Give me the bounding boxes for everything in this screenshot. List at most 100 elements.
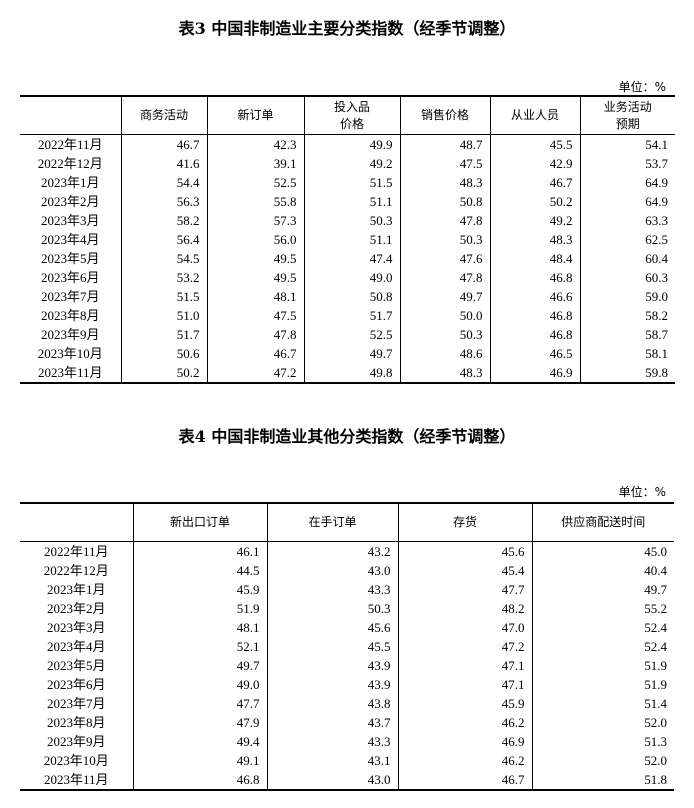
table-cell: 51.3 xyxy=(531,732,674,751)
table-cell: 46.6 xyxy=(489,287,580,306)
table-cell: 51.9 xyxy=(531,656,674,675)
table-cell: 47.8 xyxy=(399,268,490,287)
row-label: 2023年8月 xyxy=(40,308,100,323)
table-cell: 46.5 xyxy=(489,344,580,363)
table-cell: 43.9 xyxy=(266,656,398,675)
row-label: 2023年6月 xyxy=(40,270,100,285)
column-header: 销售价格 xyxy=(399,95,490,135)
table-cell: 45.6 xyxy=(266,618,398,637)
table-cell: 53.2 xyxy=(120,268,207,287)
table-cell: 41.6 xyxy=(120,154,207,173)
table-cell: 54.4 xyxy=(120,173,207,192)
table-cell: 47.7 xyxy=(132,694,267,713)
column-header xyxy=(20,95,121,135)
table-cell: 48.3 xyxy=(399,173,490,192)
table-cell: 50.0 xyxy=(399,306,490,325)
row-label: 2022年11月 xyxy=(43,544,109,559)
table-cell: 48.7 xyxy=(399,134,490,154)
row-label: 2023年1月 xyxy=(40,175,100,190)
table-cell: 47.1 xyxy=(397,675,532,694)
table-cell: 49.0 xyxy=(303,268,400,287)
table-cell: 45.0 xyxy=(531,541,674,561)
table4-header-row: 新出口订单 在手订单 存货 供应商配送时间 xyxy=(20,502,674,542)
column-header: 新订单 xyxy=(206,95,304,135)
table-row: 2023年1月 54.4 52.5 51.5 48.3 46.7 64.9 xyxy=(20,173,675,192)
table-cell: 48.4 xyxy=(489,249,580,268)
table-cell: 59.8 xyxy=(579,363,675,384)
table-cell: 64.9 xyxy=(579,192,675,211)
row-label: 2023年11月 xyxy=(20,770,133,791)
table-cell: 55.2 xyxy=(531,599,674,618)
table-cell: 51.4 xyxy=(531,694,674,713)
table4-title: 表4 中国非制造业其他分类指数（经季节调整） xyxy=(178,427,516,446)
table-cell: 46.2 xyxy=(397,751,532,770)
table-cell: 51.8 xyxy=(531,770,674,791)
table-cell: 49.5 xyxy=(206,268,304,287)
table-cell: 49.5 xyxy=(206,249,304,268)
table-cell: 47.5 xyxy=(206,306,304,325)
table-row: 2023年1月 45.9 43.3 47.7 49.7 xyxy=(20,580,674,599)
row-label: 2022年12月 xyxy=(43,563,109,578)
table-cell: 60.4 xyxy=(579,249,675,268)
table-cell: 51.9 xyxy=(132,599,267,618)
row-label: 2023年5月 xyxy=(46,658,106,673)
row-label: 2023年4月 xyxy=(40,232,100,247)
table-cell: 56.3 xyxy=(120,192,207,211)
table3-title: 表3 中国非制造业主要分类指数（经季节调整） xyxy=(178,19,516,38)
table3-header-row: 商务活动 新订单 投入品 价格 销售价格 从业人员 业务活动 预期 xyxy=(20,95,675,135)
row-label: 2023年7月 xyxy=(46,696,106,711)
table-cell: 50.3 xyxy=(303,211,400,230)
table-cell: 58.7 xyxy=(579,325,675,344)
table-cell: 63.3 xyxy=(579,211,675,230)
table-cell: 45.9 xyxy=(397,694,532,713)
table-cell: 40.4 xyxy=(531,561,674,580)
table-cell: 52.5 xyxy=(303,325,400,344)
table-row: 2023年10月 49.1 43.1 46.2 52.0 xyxy=(20,751,674,770)
row-label: 2023年10月 xyxy=(43,753,109,768)
column-header xyxy=(20,502,133,542)
table-cell: 49.9 xyxy=(303,134,400,154)
table-cell: 49.1 xyxy=(132,751,267,770)
table-cell: 48.6 xyxy=(399,344,490,363)
row-label: 2023年4月 xyxy=(46,639,106,654)
row-label: 2023年10月 xyxy=(37,346,103,361)
table-cell: 47.0 xyxy=(397,618,532,637)
table-cell: 46.9 xyxy=(489,363,580,384)
table-cell: 46.9 xyxy=(397,732,532,751)
table-cell: 49.7 xyxy=(303,344,400,363)
table-cell: 47.1 xyxy=(397,656,532,675)
table-cell: 42.9 xyxy=(489,154,580,173)
table-cell: 51.7 xyxy=(120,325,207,344)
table-cell: 48.3 xyxy=(399,363,490,384)
table3-unit: 单位：% xyxy=(618,80,666,94)
row-label: 2023年6月 xyxy=(46,677,106,692)
table-cell: 54.5 xyxy=(120,249,207,268)
table-cell: 54.1 xyxy=(579,134,675,154)
table-cell: 48.1 xyxy=(132,618,267,637)
table-cell: 46.8 xyxy=(132,770,267,791)
table-row: 2023年11月 50.2 47.2 49.8 48.3 46.9 59.8 xyxy=(20,363,675,384)
column-header: 供应商配送时间 xyxy=(531,502,674,542)
table-cell: 51.1 xyxy=(303,192,400,211)
column-header: 业务活动 预期 xyxy=(579,95,675,135)
table-cell: 57.3 xyxy=(206,211,304,230)
row-label: 2022年12月 xyxy=(37,156,103,171)
table-cell: 46.8 xyxy=(489,325,580,344)
table-cell: 45.5 xyxy=(489,134,580,154)
table-cell: 49.7 xyxy=(531,580,674,599)
table-cell: 51.9 xyxy=(531,675,674,694)
table-cell: 51.7 xyxy=(303,306,400,325)
row-label: 2023年2月 xyxy=(40,194,100,209)
table-cell: 53.7 xyxy=(579,154,675,173)
row-label: 2023年3月 xyxy=(40,213,100,228)
table-cell: 50.8 xyxy=(399,192,490,211)
table-cell: 43.3 xyxy=(266,580,398,599)
table-row: 2023年5月 49.7 43.9 47.1 51.9 xyxy=(20,656,674,675)
row-label: 2022年11月 xyxy=(37,137,103,152)
table-cell: 58.1 xyxy=(579,344,675,363)
table-row: 2023年8月 47.9 43.7 46.2 52.0 xyxy=(20,713,674,732)
table-row: 2022年12月 44.5 43.0 45.4 40.4 xyxy=(20,561,674,580)
table-row: 2023年3月 48.1 45.6 47.0 52.4 xyxy=(20,618,674,637)
table-cell: 46.8 xyxy=(489,306,580,325)
table-cell: 52.5 xyxy=(206,173,304,192)
